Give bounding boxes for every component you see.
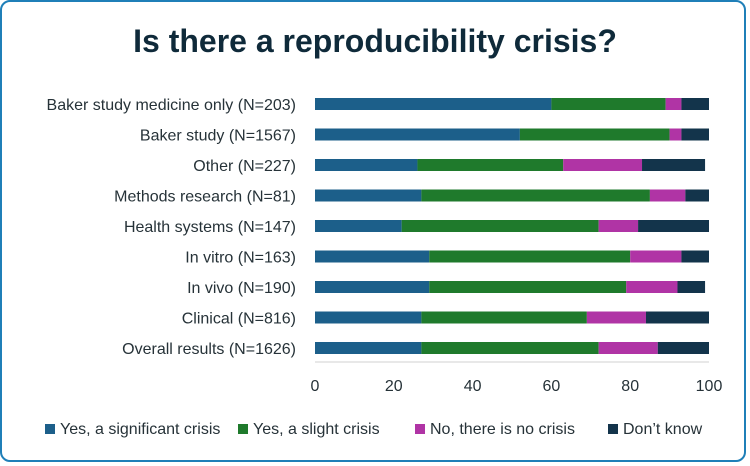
bar-segment-3: [681, 98, 709, 110]
legend-swatch: [608, 424, 618, 434]
legend-swatch: [238, 424, 248, 434]
x-tick-label: 100: [696, 378, 723, 395]
bar-segment-0: [315, 220, 402, 232]
category-label: Baker study medicine only (N=203): [47, 97, 296, 114]
bar-segment-3: [642, 159, 706, 171]
bar-segment-1: [421, 342, 599, 354]
legend-label: Yes, a significant crisis: [60, 421, 220, 438]
bar-segment-0: [315, 98, 552, 110]
x-tick-label: 60: [543, 378, 561, 395]
x-tick-label: 20: [385, 378, 403, 395]
x-tick-labels: 0 20 40 60 80 100: [311, 378, 723, 395]
bar-segment-1: [421, 189, 650, 202]
bar-segment-0: [315, 128, 520, 141]
bar-segment-1: [519, 128, 670, 141]
legend-swatch: [45, 424, 55, 434]
bar-segment-3: [681, 128, 709, 141]
bar-segment-0: [315, 250, 430, 263]
category-labels: Baker study medicine only (N=203) Baker s…: [47, 97, 296, 358]
bar-segment-1: [551, 98, 666, 110]
bar-segment-2: [586, 311, 646, 324]
bar-segment-3: [677, 281, 706, 293]
x-tick-label: 40: [464, 378, 482, 395]
bars-group: [315, 98, 709, 354]
bar-segment-1: [421, 311, 587, 324]
bar-segment-2: [626, 281, 678, 293]
bar-segment-0: [315, 342, 422, 354]
bar-segment-0: [315, 159, 418, 171]
bar-segment-3: [681, 250, 709, 263]
legend-label: Yes, a slight crisis: [253, 421, 380, 438]
category-label: Health systems (N=147): [124, 219, 296, 236]
category-label: Methods research (N=81): [114, 189, 296, 206]
category-label: Baker study (N=1567): [140, 128, 296, 145]
bar-segment-3: [657, 342, 709, 354]
bar-segment-1: [429, 281, 627, 293]
category-label: Overall results (N=1626): [122, 341, 296, 358]
category-label: Clinical (N=816): [182, 311, 296, 328]
bar-segment-2: [665, 98, 682, 110]
bar-segment-0: [315, 189, 422, 202]
bar-segment-0: [315, 311, 422, 324]
x-tick-label: 0: [311, 378, 320, 395]
chart-title: Is there a reproducibility crisis?: [133, 23, 617, 59]
legend-label: Don’t know: [623, 421, 703, 438]
bar-segment-2: [598, 342, 658, 354]
category-label: In vivo (N=190): [187, 280, 296, 297]
bar-segment-0: [315, 281, 430, 293]
legend-label: No, there is no crisis: [430, 421, 575, 438]
bar-segment-2: [630, 250, 682, 263]
bar-segment-2: [563, 159, 643, 171]
legend-swatch: [415, 424, 425, 434]
bar-segment-3: [645, 311, 709, 324]
bar-segment-2: [669, 128, 682, 141]
bar-segment-3: [638, 220, 709, 232]
bar-segment-1: [401, 220, 599, 232]
bar-segment-1: [417, 159, 564, 171]
category-label: Other (N=227): [193, 158, 296, 175]
legend: Yes, a significant crisis Yes, a slight c…: [45, 421, 703, 438]
bar-segment-1: [429, 250, 631, 263]
category-label: In vitro (N=163): [185, 250, 296, 267]
x-tick-label: 80: [621, 378, 639, 395]
bar-segment-2: [598, 220, 639, 232]
bar-segment-3: [685, 189, 709, 202]
bar-segment-2: [649, 189, 686, 202]
